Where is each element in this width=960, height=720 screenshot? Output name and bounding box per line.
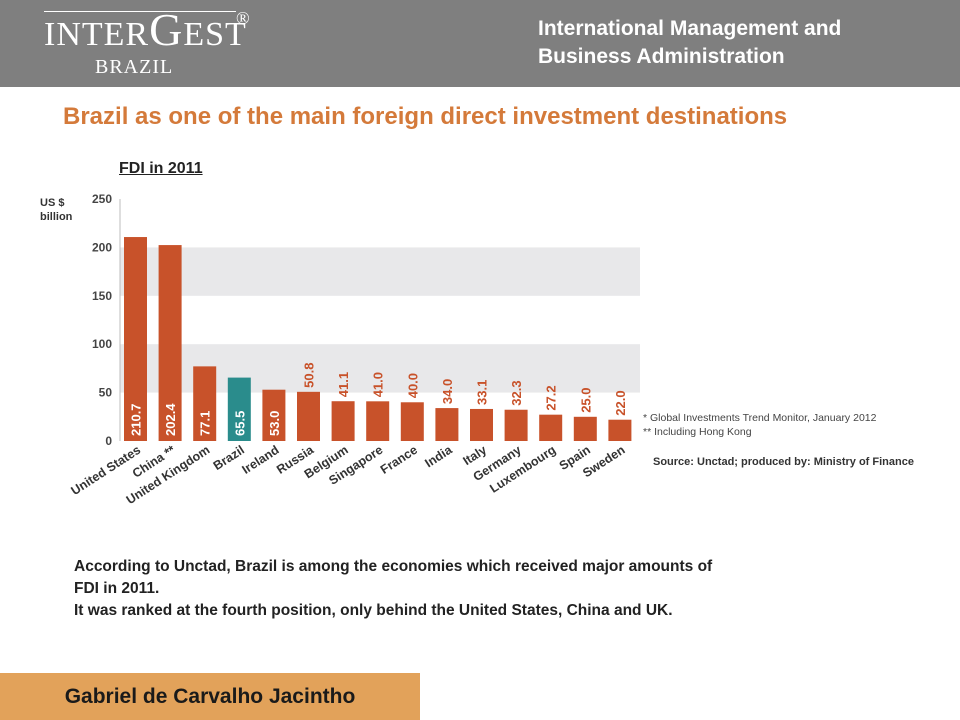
bar-ireland xyxy=(262,389,286,441)
bar-united-states xyxy=(124,237,147,441)
y-tick-label: 0 xyxy=(105,434,112,448)
bar-value-label: 33.1 xyxy=(475,380,490,405)
bar-value-label: 32.3 xyxy=(509,380,524,405)
slide-title: Brazil as one of the main foreign direct… xyxy=(63,103,788,130)
bar-value-label: 202.4 xyxy=(163,403,178,436)
bar-value-label: 25.0 xyxy=(578,387,593,412)
y-axis-unit-line-2: billion xyxy=(40,211,73,223)
bar-sweden xyxy=(608,419,632,441)
body-line-1: According to Unctad, Brazil is among the… xyxy=(74,558,713,575)
logo-rule xyxy=(44,11,236,12)
y-tick-label: 100 xyxy=(92,337,112,351)
bar-china xyxy=(158,245,182,441)
author-box: Gabriel de Carvalho Jacintho xyxy=(0,673,420,720)
y-tick-label: 150 xyxy=(92,289,112,303)
bar-value-label: 53.0 xyxy=(267,411,282,436)
body-line-2: FDI in 2011. xyxy=(74,580,160,597)
organization-name: International Management and Business Ad… xyxy=(538,15,938,71)
footnote-1: * Global Investments Trend Monitor, Janu… xyxy=(643,412,877,424)
bar-value-label: 65.5 xyxy=(232,411,247,436)
logo-text-est: EST xyxy=(183,16,247,53)
bar-value-label: 77.1 xyxy=(198,411,213,436)
y-tick-label: 250 xyxy=(92,192,112,206)
bar-singapore xyxy=(366,401,390,441)
bar-value-label: 27.2 xyxy=(544,385,559,410)
author-name: Gabriel de Carvalho Jacintho xyxy=(64,684,356,708)
logo-subtitle: BRAZIL xyxy=(95,56,174,78)
logo-text-inter: INTER xyxy=(44,16,150,53)
y-axis-unit: US $ billion xyxy=(40,196,72,224)
body-line-3: It was ranked at the fourth position, on… xyxy=(74,602,673,619)
chart-title: FDI in 2011 xyxy=(119,160,203,177)
bar-luxembourg xyxy=(539,414,563,441)
x-tick-label: France xyxy=(378,443,420,477)
header-bar: INTERGEST ® BRAZIL International Managem… xyxy=(0,0,960,87)
x-tick-label: India xyxy=(422,442,455,470)
y-tick-label: 50 xyxy=(99,386,113,400)
registered-mark: ® xyxy=(236,8,250,28)
source-note: Source: Unctad; produced by: Ministry of… xyxy=(653,456,914,468)
x-tick-label: Ireland xyxy=(240,443,282,477)
grid-band xyxy=(120,247,640,296)
bar-value-label: 40.0 xyxy=(405,373,420,398)
organization-name-line-2: Business Administration xyxy=(538,45,785,68)
bar-value-label: 41.0 xyxy=(371,372,386,397)
y-axis-unit-line-1: US $ xyxy=(40,197,65,209)
organization-name-line-1: International Management and xyxy=(538,17,842,40)
logo-text-g: G xyxy=(149,4,184,55)
bar-germany xyxy=(504,409,528,441)
footnote-2: ** Including Hong Kong xyxy=(643,426,752,438)
footnotes: * Global Investments Trend Monitor, Janu… xyxy=(643,411,876,439)
y-tick-label: 200 xyxy=(92,240,112,254)
bar-belgium xyxy=(331,401,355,441)
body-text: According to Unctad, Brazil is among the… xyxy=(74,556,854,622)
bar-france xyxy=(400,402,424,441)
bar-italy xyxy=(470,408,493,441)
bar-spain xyxy=(573,416,597,441)
bar-value-label: 22.0 xyxy=(613,390,628,415)
bar-value-label: 34.0 xyxy=(440,379,455,404)
bar-value-label: 50.8 xyxy=(302,363,317,388)
bar-value-label: 41.1 xyxy=(336,372,351,397)
bar-brazil xyxy=(227,377,251,441)
intergest-logo: INTERGEST xyxy=(44,7,247,55)
bar-united-kingdom xyxy=(193,366,217,441)
bar-russia xyxy=(297,391,320,441)
bar-india xyxy=(435,408,459,441)
bar-value-label: 210.7 xyxy=(129,403,144,436)
